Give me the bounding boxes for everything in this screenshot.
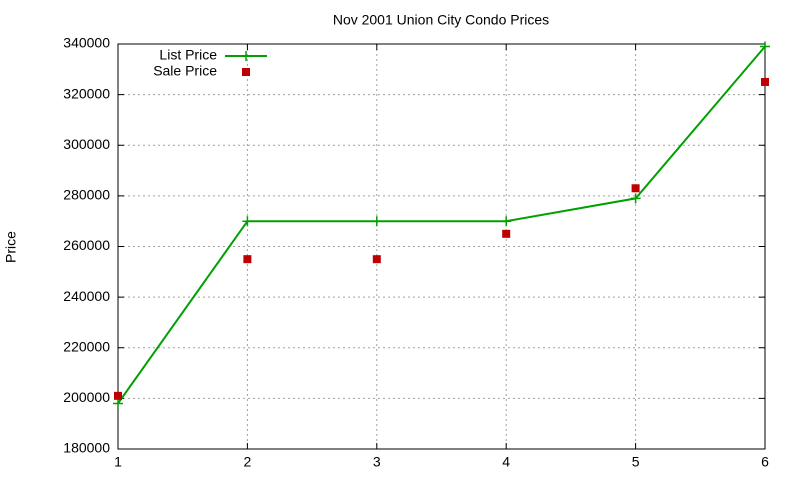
point-marker (241, 51, 251, 61)
point-marker (761, 77, 769, 86)
point-marker (630, 193, 641, 204)
data-line (117, 45, 766, 405)
point-marker (371, 216, 382, 227)
x-tick-label: 6 (761, 454, 769, 470)
chart-title: Nov 2001 Union City Condo Prices (333, 12, 549, 28)
point-marker (243, 255, 252, 264)
y-tick-label: 200000 (63, 389, 110, 405)
plot-border (117, 43, 766, 450)
point-marker (114, 391, 122, 400)
point-marker (113, 398, 123, 409)
x-tick-label: 3 (373, 454, 381, 470)
point-marker (242, 68, 250, 76)
point-marker (372, 255, 381, 264)
x-tick-label: 5 (632, 454, 640, 470)
x-tick-label: 1 (114, 454, 122, 470)
y-axis-label: Price (3, 231, 19, 263)
y-tick-label: 220000 (63, 338, 110, 354)
point-marker (502, 229, 511, 238)
y-tick-label: 260000 (63, 237, 110, 253)
x-tick-label: 2 (244, 454, 252, 470)
legend-label: Sale Price (153, 63, 217, 79)
y-tick-label: 180000 (63, 440, 110, 456)
y-tick-label: 340000 (63, 35, 110, 51)
point-marker (760, 41, 770, 52)
legend-label: List Price (159, 47, 217, 63)
y-tick-label: 280000 (63, 187, 110, 203)
point-marker (242, 216, 253, 227)
y-tick-label: 320000 (63, 85, 110, 101)
x-tick-label: 4 (502, 454, 510, 470)
point-marker (631, 184, 640, 193)
y-tick-label: 240000 (63, 288, 110, 304)
y-tick-label: 300000 (63, 136, 110, 152)
point-marker (501, 216, 512, 227)
